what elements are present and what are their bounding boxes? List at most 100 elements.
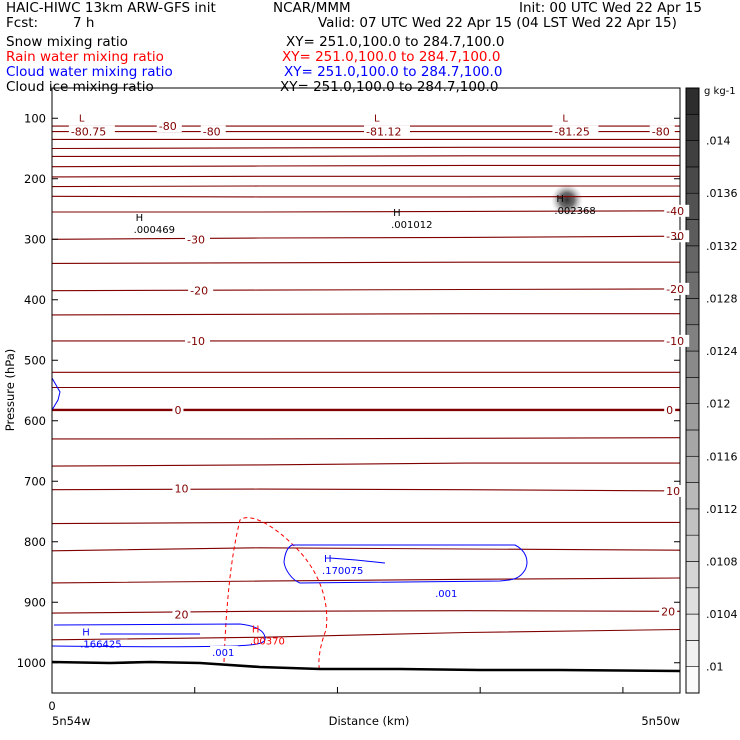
extremum-marker: H [556, 194, 564, 205]
colorbar-tick-label: .01 [706, 661, 724, 674]
isotherm-label: -30 [666, 230, 684, 243]
isotherm-line [52, 437, 681, 440]
forecast-label: Fcst: [6, 15, 39, 31]
isotherm-line [51, 462, 680, 467]
isotherm-label-bg [664, 204, 690, 217]
isotherm-label: -40 [666, 205, 684, 218]
isotherm-label-bg [156, 120, 182, 133]
isotherm-label-bg [172, 608, 191, 621]
y-tick-label: 600 [24, 414, 46, 428]
field-xy-snow: XY= 251.0,100.0 to 284.7,100.0 [286, 34, 505, 50]
field-xy-rain: XY= 251.0,100.0 to 284.7,100.0 [282, 49, 501, 65]
isotherm-label-bg [649, 125, 675, 138]
isotherm-label-bg [188, 284, 214, 297]
isotherm-label: 10 [174, 483, 188, 496]
init-time: Init: 00 UTC Wed 22 Apr 15 [519, 0, 702, 16]
y-tick-label: 400 [24, 293, 46, 307]
colorbar-tick-label: .0132 [706, 240, 738, 253]
colorbar-tick-label: .012 [706, 398, 731, 411]
colorbar-segment [685, 640, 700, 667]
extremum-value: .170075 [322, 566, 363, 577]
extremum-marker: H [324, 554, 332, 565]
field-name-cloud-water: Cloud water mixing ratio [6, 64, 173, 80]
field-xy-cloud-water: XY= 251.0,100.0 to 284.7,100.0 [284, 64, 503, 80]
colorbar-segment [685, 666, 700, 694]
x-tick-label: 0 [48, 699, 55, 713]
isotherm-line [51, 195, 681, 198]
field-name-rain: Rain water mixing ratio [6, 49, 164, 65]
isotherm-label: -20 [190, 285, 208, 298]
y-tick-label: 500 [24, 353, 46, 367]
isotherm-label: -80 [652, 126, 670, 139]
isotherm-label-bg [200, 125, 226, 138]
isotherm-line [51, 547, 681, 552]
colorbar-segment [685, 377, 700, 404]
colorbar-tick-label: .0104 [706, 608, 738, 621]
extremum-marker: H [136, 213, 144, 224]
isotherm-label: -30 [187, 233, 205, 246]
isotherm-label-bg [172, 403, 184, 416]
contour-label-bg [433, 587, 462, 600]
isotherm-label-bg [185, 233, 211, 246]
terrain-surface [51, 660, 681, 673]
extremum-value: .001012 [391, 220, 432, 231]
isotherm-label: 20 [661, 605, 675, 618]
y-tick-label: 100 [24, 111, 46, 125]
colorbar-segment [685, 429, 700, 457]
colorbar-tick-label: .0116 [706, 450, 738, 463]
extremum-marker: H [252, 624, 260, 635]
isotherm-label: 0 [666, 404, 673, 417]
isotherm-extreme-marker: L [374, 114, 380, 125]
extremum-marker: H [393, 208, 401, 219]
cloud-water-contour-mid [283, 544, 528, 584]
y-axis-label: Pressure (hPa) [3, 349, 17, 432]
colorbar-segment [685, 245, 700, 273]
y-tick-label: 200 [24, 172, 46, 186]
isotherm-label-bg [664, 484, 683, 497]
isotherm-label-bg [364, 125, 410, 138]
cloud-water-contour-low [51, 623, 266, 648]
isotherm-line [51, 261, 680, 264]
colorbar-segment [685, 87, 700, 115]
isotherm-line [51, 164, 680, 168]
isotherm-line [51, 577, 681, 584]
field-name-cloud-ice: Cloud ice mixing ratio [6, 79, 154, 95]
contour-label: .001 [212, 648, 234, 659]
valid-time: Valid: 07 UTC Wed 22 Apr 15 (04 LST Wed … [318, 15, 677, 31]
isotherm-line [52, 155, 680, 157]
colorbar-segment [685, 455, 700, 483]
isotherm-label-bg [185, 334, 211, 347]
isotherm-label: 20 [174, 608, 188, 621]
isotherm-label: 0 [174, 404, 181, 417]
isotherm-label-bg [664, 230, 690, 243]
colorbar-tick-label: .0128 [706, 292, 738, 305]
isotherm-line [51, 175, 680, 178]
isotherm-label-bg [172, 482, 191, 495]
isotherm-label: -81.25 [554, 126, 589, 139]
isotherm-extreme-marker: L [79, 114, 85, 125]
isotherm-line [51, 628, 681, 641]
extremum-value: .002368 [554, 206, 595, 217]
isotherm-label-bg [659, 605, 678, 618]
cloud-water-contour-edge [51, 377, 61, 411]
colorbar-segment [685, 534, 700, 562]
colorbar-segment [685, 114, 700, 141]
isotherm-line [51, 235, 681, 240]
colorbar-unit: g kg-1 [704, 86, 736, 97]
isotherm-label-bg [664, 282, 690, 295]
model-title: HAIC-HIWC 13km ARW-GFS init [6, 0, 216, 16]
extremum-value: .00370 [250, 636, 285, 647]
isotherm-line [51, 185, 680, 188]
cloud-water-contour-inner [329, 557, 386, 564]
organization: NCAR/MMM [273, 0, 351, 16]
isotherm-label-bg [552, 125, 599, 138]
colorbar-segment [685, 561, 700, 589]
contour-label: .001 [435, 589, 457, 600]
extremum-value: .000469 [134, 225, 175, 236]
isotherm-label: -80.75 [71, 126, 106, 139]
isotherm-label-bg [68, 125, 115, 138]
colorbar-tick-label: .0108 [706, 555, 738, 568]
isotherm-line [51, 313, 680, 316]
isotherm-extreme-marker: L [562, 114, 568, 125]
